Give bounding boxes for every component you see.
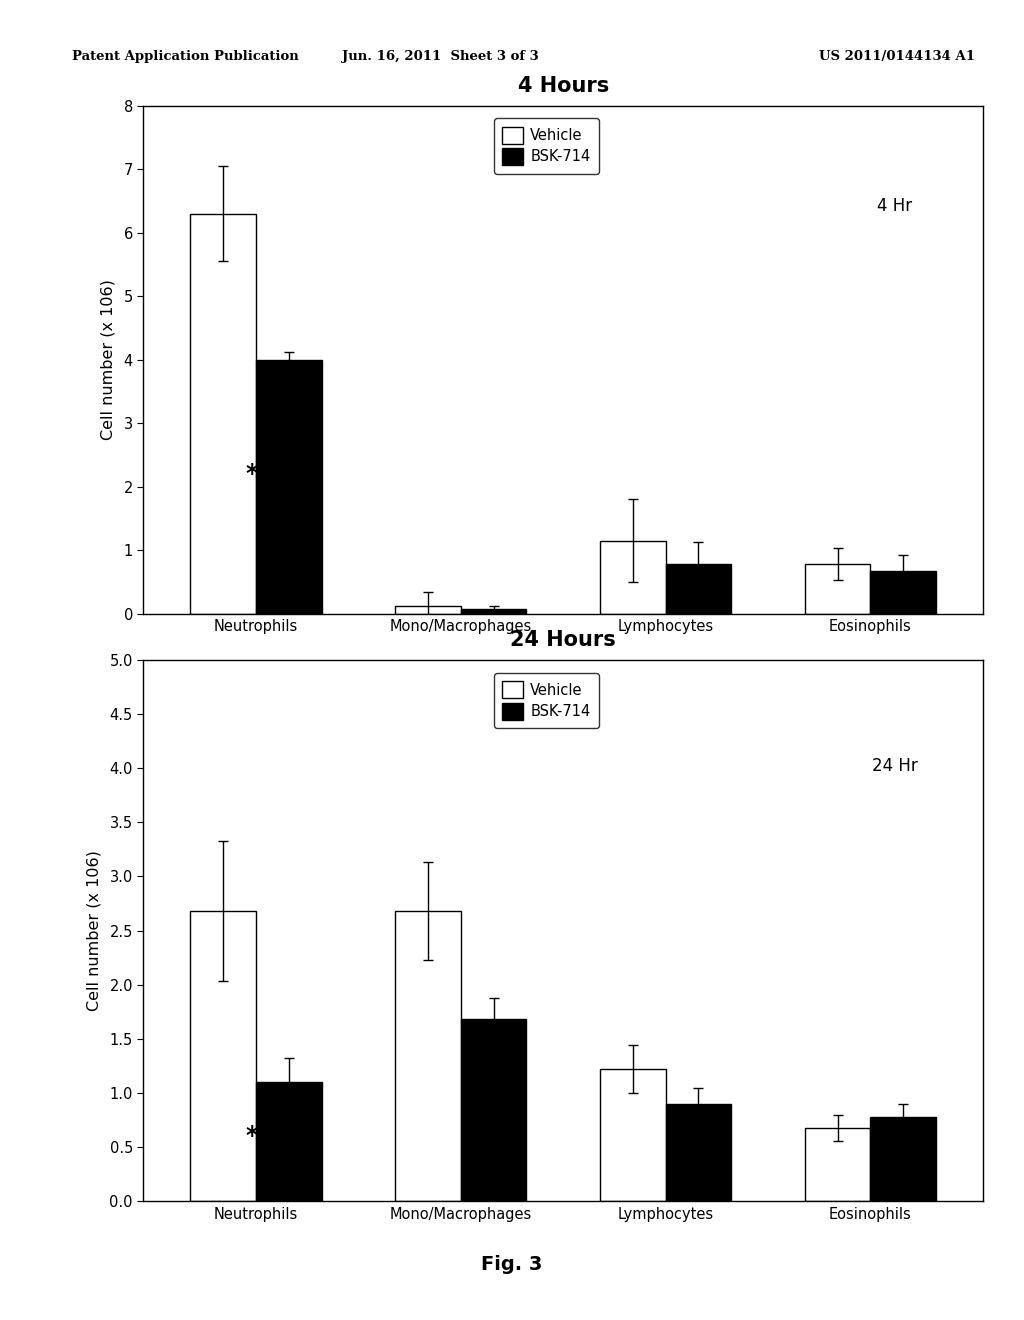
Y-axis label: Cell number (x 106): Cell number (x 106) — [86, 850, 101, 1011]
Text: 24 Hr: 24 Hr — [872, 758, 918, 775]
Bar — [395, 606, 461, 614]
Text: Patent Application Publication: Patent Application Publication — [72, 50, 298, 63]
Bar — [870, 570, 936, 614]
Bar — [256, 359, 322, 614]
Legend: Vehicle, BSK-714: Vehicle, BSK-714 — [494, 673, 599, 729]
Bar — [805, 564, 870, 614]
Bar — [461, 1019, 526, 1201]
Bar — [461, 609, 526, 614]
Bar — [190, 214, 256, 614]
Text: *: * — [246, 462, 258, 486]
Title: 4 Hours: 4 Hours — [517, 75, 609, 96]
Bar — [190, 911, 256, 1201]
Text: Fig. 3: Fig. 3 — [481, 1255, 543, 1274]
Text: *: * — [246, 1123, 258, 1147]
Text: 4 Hr: 4 Hr — [878, 197, 912, 215]
Legend: Vehicle, BSK-714: Vehicle, BSK-714 — [494, 117, 599, 173]
Text: US 2011/0144134 A1: US 2011/0144134 A1 — [819, 50, 975, 63]
Bar — [600, 1069, 666, 1201]
Bar — [870, 1117, 936, 1201]
Y-axis label: Cell number (x 106): Cell number (x 106) — [100, 280, 116, 440]
Bar — [666, 1104, 731, 1201]
Text: Jun. 16, 2011  Sheet 3 of 3: Jun. 16, 2011 Sheet 3 of 3 — [342, 50, 539, 63]
Bar — [395, 911, 461, 1201]
Bar — [600, 541, 666, 614]
Bar — [805, 1127, 870, 1201]
Bar — [666, 564, 731, 614]
Bar — [256, 1082, 322, 1201]
Title: 24 Hours: 24 Hours — [510, 630, 616, 651]
